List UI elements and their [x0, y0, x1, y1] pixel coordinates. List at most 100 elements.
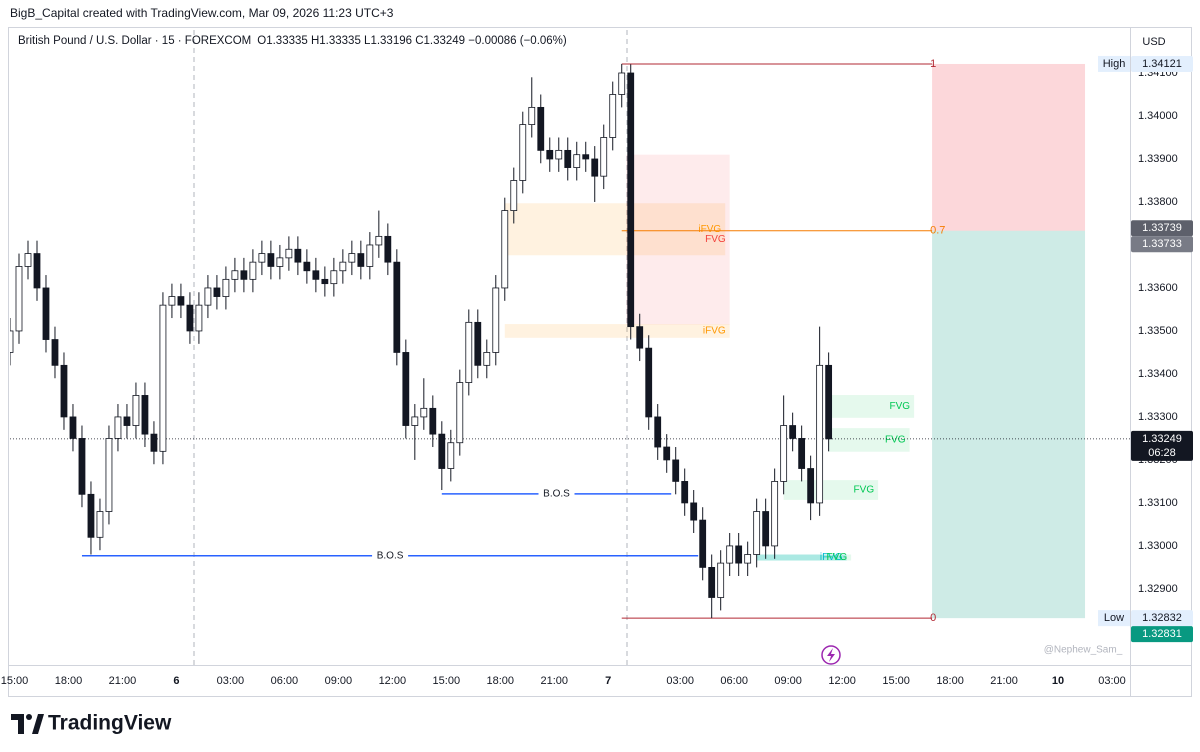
candle-body [339, 261, 347, 272]
candle-body [717, 562, 725, 598]
price-label: 1.34121 [1142, 58, 1182, 70]
price-label: 1.32832 [1142, 612, 1182, 624]
header: BigB_Capital created with TradingView.co… [10, 6, 394, 20]
candle-body [546, 149, 554, 160]
candle-body [141, 395, 149, 435]
candle-body [825, 364, 833, 440]
candle-body [573, 154, 581, 168]
candle-body [618, 72, 626, 95]
fvg-zone [504, 203, 726, 256]
bos-label: B.O.S [543, 489, 570, 500]
price-label-bg [1131, 626, 1193, 643]
y-tick-label: 1.33500 [1138, 325, 1178, 337]
fvg-zone [756, 554, 847, 561]
candle-body [177, 296, 185, 306]
candle-body [357, 253, 365, 267]
fvg-label: FVG [885, 435, 906, 446]
fvg-label: iFVG [703, 326, 726, 337]
x-tick-label: 03:00 [666, 675, 694, 687]
candle-body [294, 248, 302, 263]
candle-body [123, 416, 131, 426]
watermark: @Nephew_Sam_ [1044, 645, 1123, 656]
candle-body [231, 270, 239, 280]
x-tick-label: 06:00 [720, 675, 748, 687]
y-tick-label: 1.34000 [1138, 110, 1178, 122]
candle-body [24, 253, 32, 267]
x-tick-label: 18:00 [55, 675, 83, 687]
symbol-title: British Pound / U.S. Dollar · 15 · FOREX… [18, 35, 251, 47]
plot-area: FVGiFVGiFVGFVGFVGFVGiFVGFVG10.70B.O.SB.O… [10, 30, 1130, 665]
price-label: 1.33249 [1142, 433, 1182, 445]
candle-body [744, 554, 752, 564]
candle-body [762, 511, 770, 547]
candle-body [465, 321, 473, 383]
candle-body [798, 438, 806, 469]
candle-body [555, 149, 563, 160]
candle-body [402, 352, 410, 426]
logo-dot [26, 714, 32, 720]
x-tick-label: 15:00 [882, 675, 910, 687]
candle-body [15, 266, 23, 332]
candle-body [51, 339, 59, 366]
x-tick-label: 21:00 [540, 675, 568, 687]
candle-body [600, 137, 608, 177]
price-tag-bg [1098, 610, 1130, 627]
fvg-label: iFVG [820, 552, 843, 563]
bos-label-bg [372, 549, 409, 562]
candle-body [312, 270, 320, 280]
alert-circle [821, 645, 841, 665]
candle-body [285, 248, 293, 259]
y-tick-label: 1.33400 [1138, 368, 1178, 380]
candle-body [195, 304, 203, 332]
candle-body [186, 304, 194, 332]
x-tick-label: 15:00 [1, 675, 29, 687]
x-tick-label: 09:00 [774, 675, 802, 687]
y-tick-label: 1.33100 [1138, 497, 1178, 509]
fvg-zone [828, 428, 910, 452]
x-tick-label: 21:00 [109, 675, 137, 687]
level-label: 1 [930, 58, 936, 70]
stop-zone [932, 63, 1086, 231]
level-label: 0 [930, 612, 936, 624]
candle-body [321, 278, 329, 285]
candle-body [96, 511, 104, 538]
fvg-zone [756, 554, 852, 561]
price-tag-bg [1098, 55, 1130, 72]
x-tick-label: 12:00 [379, 675, 407, 687]
x-tick-label: 18:00 [936, 675, 964, 687]
price-tag: Low [1104, 612, 1124, 624]
candle-body [807, 468, 815, 504]
brand-name: TradingView [48, 712, 172, 735]
x-tick-label: 21:00 [990, 675, 1018, 687]
candle-body [393, 261, 401, 353]
price-label-bg [1131, 610, 1193, 627]
candle-body [159, 304, 167, 452]
candle-body [663, 446, 671, 461]
bos-label: B.O.S [377, 550, 404, 561]
x-tick-label: 18:00 [487, 675, 515, 687]
x-tick-label: 15:00 [433, 675, 461, 687]
candle-body [456, 382, 464, 444]
price-label-bg [1131, 430, 1193, 461]
fvg-zone [626, 154, 730, 325]
candle-body [366, 244, 374, 267]
alert-icon[interactable] [821, 645, 841, 665]
fvg-label: FVG [854, 485, 875, 496]
fvg-label: FVG [705, 234, 726, 245]
price-tag: High [1103, 58, 1126, 70]
candle-body [42, 287, 50, 340]
candle-body [537, 106, 545, 151]
fvg-zone [828, 395, 915, 418]
candle-body [609, 94, 617, 138]
candle-body [816, 364, 824, 504]
candle-body [348, 253, 356, 263]
candle-body [708, 567, 716, 598]
y-tick-label: 1.33000 [1138, 540, 1178, 552]
x-tick-label: 6 [173, 675, 179, 687]
candle-body [780, 425, 788, 482]
candle-body [114, 416, 122, 439]
candle-body [249, 261, 257, 280]
candle-body [726, 545, 734, 564]
